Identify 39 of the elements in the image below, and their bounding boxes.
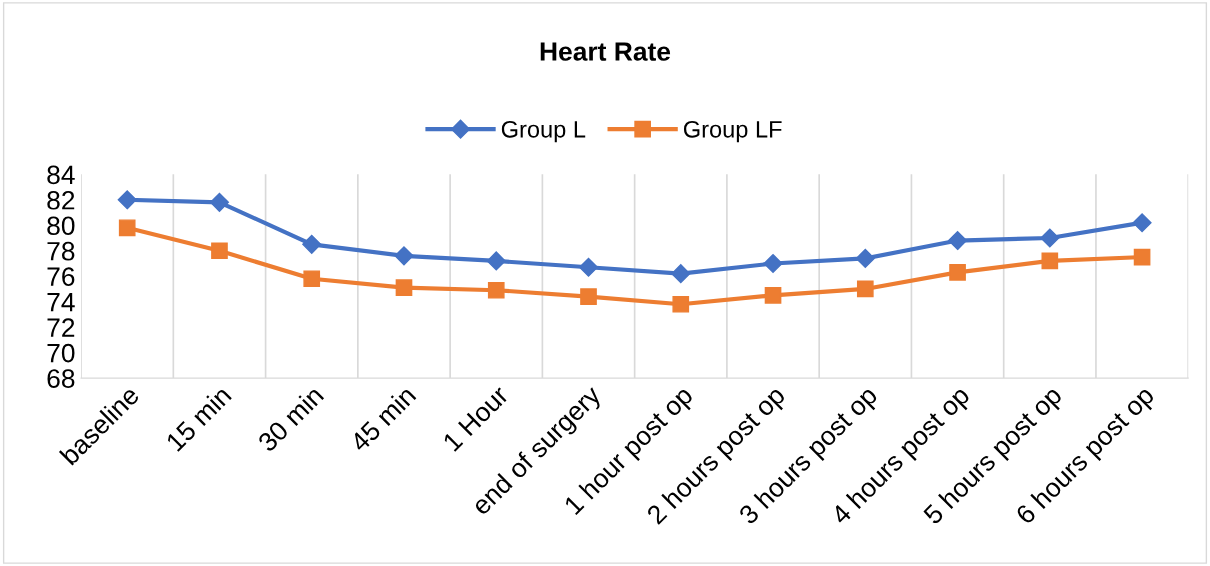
point [580,288,597,305]
point [303,270,321,288]
y-tick-label: 84 [47,165,75,185]
point [211,242,228,260]
point [671,264,691,284]
point [948,231,968,251]
point [302,234,322,254]
point [117,190,137,210]
point [209,192,229,212]
y-tick-label: 68 [47,369,75,388]
point [1040,228,1060,248]
point [764,286,782,304]
point [672,295,690,313]
point [486,251,506,271]
point [855,248,875,268]
point [1133,248,1151,266]
y-tick-label: 72 [47,318,75,337]
y-tick-label: 76 [47,267,75,287]
point [578,257,599,277]
point [487,281,505,299]
x-tick-label: 45 min [348,384,417,453]
point [1132,213,1152,233]
x-tick-label: 30 min [256,384,325,453]
chart-title: Heart Rate [540,42,671,61]
point [1041,252,1059,270]
y-tick-label: 70 [47,343,75,363]
y-tick-label: 80 [47,216,75,236]
point [394,246,414,266]
y-tick-label: 74 [47,293,75,312]
legend-label: Group LF [683,120,782,143]
point [118,219,136,237]
y-tick-label: 82 [47,190,75,210]
point [856,280,874,298]
legend-label: Group L [501,120,586,143]
point [949,264,966,281]
y-tick-label: 78 [47,241,75,261]
point [395,279,413,297]
x-tick-label: 15 min [164,384,232,452]
point [763,253,783,274]
